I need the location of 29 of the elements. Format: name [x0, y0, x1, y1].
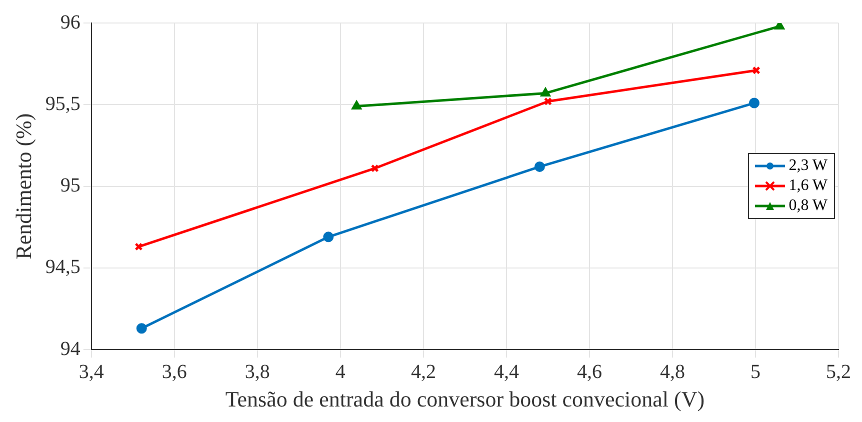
x-tick-label: 5,2 — [826, 360, 851, 383]
y-axis-title: Rendimento (%) — [10, 113, 36, 260]
point — [540, 88, 550, 96]
y-tick-label: 95,5 — [45, 92, 80, 115]
y-tick-label: 96 — [60, 11, 80, 34]
x-tick-label: 3,6 — [162, 360, 187, 383]
y-tick-label: 94 — [60, 338, 80, 360]
point — [136, 323, 147, 334]
point — [748, 98, 760, 108]
point — [774, 23, 784, 30]
point — [352, 101, 362, 110]
x-tick-label: 3,8 — [244, 360, 270, 383]
x-tick-label: 4,2 — [410, 360, 436, 383]
point — [370, 164, 379, 172]
x-axis-title: Tensão de entrada do conversor boost convecional (V) — [225, 386, 705, 412]
x-tick-label: 4,8 — [660, 360, 685, 383]
y-tick-label: 95 — [60, 174, 80, 197]
point — [323, 232, 334, 242]
y-tick-label: 94,5 — [45, 256, 80, 278]
x-tick-label: 3,4 — [78, 360, 104, 383]
point — [544, 97, 552, 106]
x-tick-label: 4 — [335, 360, 346, 383]
x-tick-label: 4,4 — [494, 360, 519, 383]
legend-label: 0,8 W — [788, 196, 828, 216]
legend-label: 1,6 W — [788, 176, 828, 196]
x-tick-label: 5 — [750, 360, 760, 383]
x-tick-label: 4,6 — [576, 360, 602, 383]
legend-label: 2,3 W — [788, 156, 828, 176]
point — [534, 161, 545, 172]
